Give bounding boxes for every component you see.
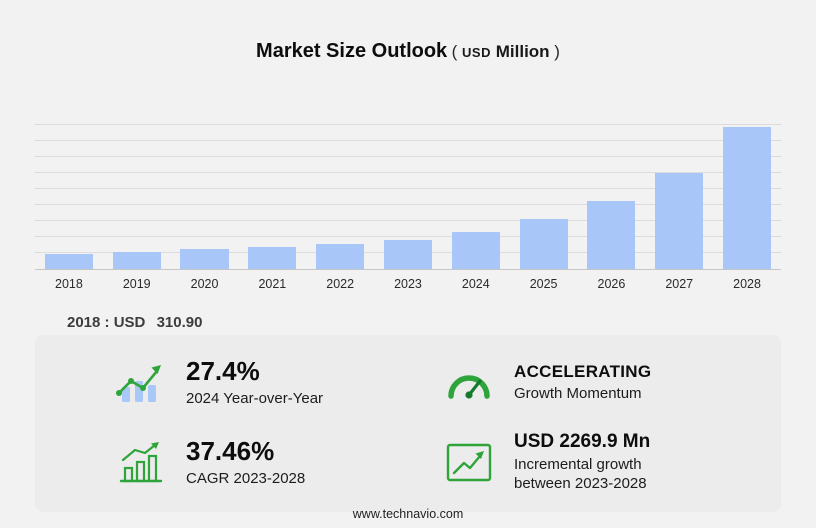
- x-axis: 2018 2019 2020 2021 2022 2023 2024 2025 2026 2027…: [35, 277, 781, 291]
- bar-slot-2024: [442, 125, 510, 269]
- x-tick-2026: 2026: [597, 277, 626, 291]
- x-tick-2022: 2022: [326, 277, 355, 291]
- speedometer-icon: [441, 364, 497, 402]
- unit-currency: USD: [462, 45, 491, 60]
- bar-2022: [316, 243, 365, 269]
- bar-2027: [655, 172, 704, 269]
- x-tick-2024: 2024: [461, 277, 490, 291]
- bar-slot-2026: [578, 125, 646, 269]
- x-tick-2028: 2028: [733, 277, 761, 291]
- paren-close: ): [554, 42, 560, 61]
- x-tick-2025: 2025: [529, 277, 558, 291]
- bar-2023: [383, 240, 433, 269]
- baseline-currency: USD: [113, 314, 146, 331]
- stat-incremental-label-line1: Incremental growth: [514, 456, 642, 473]
- stat-yoy-label: 2024 Year-over-Year: [186, 390, 324, 408]
- gridline: [35, 124, 781, 125]
- gridline: [35, 140, 781, 141]
- x-tick-2021: 2021: [258, 277, 287, 291]
- stat-incremental-label: Incremental growth between 2023-2028: [514, 456, 650, 494]
- title-unit: ( USD Million ): [452, 42, 560, 61]
- stat-incremental-value: USD 2269.9 Mn: [514, 431, 651, 452]
- bar-slot-2027: [645, 125, 713, 269]
- gridline: [35, 204, 781, 205]
- unit-label: Million: [495, 42, 550, 61]
- stat-incremental-text: USD 2269.9 Mn Incremental growth between…: [514, 431, 650, 494]
- stats-grid: 27.4% 2024 Year-over-Year ACCELERATING G…: [35, 335, 781, 512]
- stats-panel: 27.4% 2024 Year-over-Year ACCELERATING G…: [35, 335, 781, 512]
- bar-2024: [451, 232, 500, 269]
- stat-cagr-value: 37.46%: [186, 435, 275, 466]
- cagr-bars-icon: [113, 440, 169, 484]
- stat-momentum-label: Growth Momentum: [514, 384, 642, 402]
- incremental-growth-icon: [441, 440, 497, 484]
- x-tick-2027: 2027: [665, 277, 694, 291]
- bar-2020: [180, 249, 229, 269]
- bar-slot-2025: [510, 125, 578, 269]
- baseline-year: 2018: [67, 314, 101, 331]
- page-title: Market Size Outlook ( USD Million ): [0, 40, 816, 63]
- stat-momentum-text: ACCELERATING Growth Momentum: [514, 362, 651, 404]
- x-tick-2018: 2018: [55, 277, 83, 291]
- gridline: [35, 156, 781, 157]
- stat-momentum: ACCELERATING Growth Momentum: [441, 343, 769, 423]
- market-size-bar-chart: 2018 2019 2020 2021 2022 2023 2024 2025 2026 2027…: [35, 124, 781, 291]
- bar-slot-2020: [171, 125, 239, 269]
- bar-2019: [112, 251, 161, 269]
- x-tick-2020: 2020: [190, 277, 219, 291]
- x-tick-2023: 2023: [394, 277, 422, 291]
- bar-slot-2028: [713, 125, 781, 269]
- bar-2026: [587, 200, 636, 269]
- title-main: Market Size Outlook: [256, 40, 448, 62]
- baseline-value: 310.90: [156, 314, 203, 331]
- bar-slot-2023: [374, 125, 442, 269]
- bar-chart-growth-icon: [113, 360, 169, 406]
- stat-yoy-text: 27.4% 2024 Year-over-Year: [186, 356, 323, 409]
- stat-incremental: USD 2269.9 Mn Incremental growth between…: [441, 423, 769, 503]
- bar-slot-2021: [238, 125, 306, 269]
- bar-slot-2018: [35, 125, 103, 269]
- gridline: [35, 188, 781, 189]
- stat-yoy: 27.4% 2024 Year-over-Year: [113, 343, 441, 423]
- bar-2018: [44, 253, 93, 269]
- stat-momentum-value: ACCELERATING: [514, 361, 652, 381]
- footer-url: www.technavio.com: [352, 507, 464, 521]
- stat-cagr: 37.46% CAGR 2023-2028: [113, 423, 441, 503]
- stat-cagr-text: 37.46% CAGR 2023-2028: [186, 436, 305, 489]
- gridline: [35, 172, 781, 173]
- bar-slot-2019: [103, 125, 171, 269]
- stat-yoy-value: 27.4%: [186, 356, 260, 387]
- bar-2021: [248, 246, 297, 269]
- plot-area: [35, 124, 781, 270]
- bar-2025: [519, 219, 568, 269]
- x-tick-2019: 2019: [122, 277, 151, 291]
- paren-open: (: [451, 42, 458, 61]
- bar-2028: [722, 127, 772, 269]
- stat-incremental-label-line2: between 2023-2028: [514, 474, 647, 492]
- bar-slot-2022: [306, 125, 374, 269]
- gridline: [35, 220, 781, 221]
- baseline-note: 2018 : USD 310.90: [67, 314, 202, 331]
- gridline: [35, 236, 781, 237]
- baseline-separator: :: [104, 314, 110, 331]
- stat-cagr-label: CAGR 2023-2028: [186, 469, 306, 487]
